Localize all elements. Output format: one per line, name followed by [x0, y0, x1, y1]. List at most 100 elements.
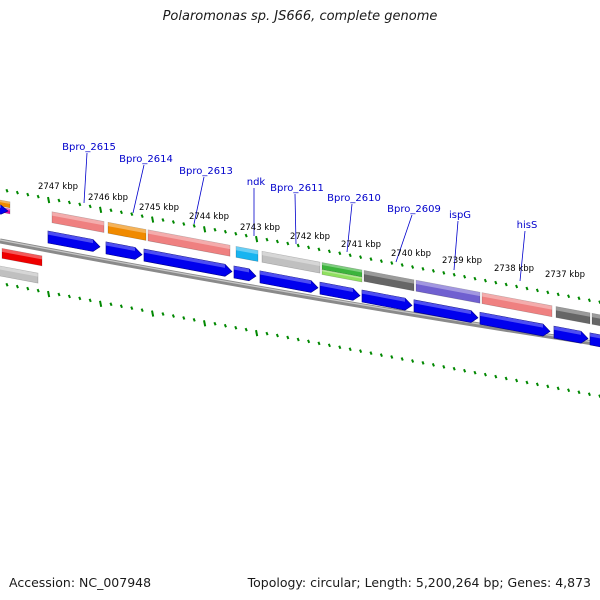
- minor-tick: [577, 296, 581, 301]
- feature-block-silver-shine: [262, 251, 320, 267]
- minor-tick: [494, 374, 498, 379]
- cds-arrow-shine: [590, 332, 600, 339]
- cds-arrow-shine: [480, 312, 543, 328]
- feature-block-orange-shine: [108, 222, 146, 234]
- gene-label: Bpro_2610: [327, 193, 381, 204]
- cds-arrow-shine: [106, 241, 135, 251]
- cds-arrow-shine: [414, 299, 471, 315]
- minor-tick: [119, 210, 123, 215]
- minor-tick: [57, 292, 61, 297]
- minor-tick: [411, 265, 415, 269]
- tick-label: 2738 kbp: [494, 264, 534, 274]
- minor-tick: [244, 327, 248, 332]
- minor-tick: [171, 314, 175, 318]
- minor-tick: [338, 345, 342, 350]
- feature-block-orange-edge-shine: [0, 199, 10, 204]
- gene-label: ispG: [449, 210, 471, 221]
- minor-tick: [525, 380, 529, 385]
- major-tick: [255, 329, 259, 337]
- minor-tick: [192, 318, 196, 322]
- minor-tick: [5, 188, 9, 193]
- gene-leader-line: [346, 203, 353, 253]
- cds-arrow-shine: [234, 265, 249, 273]
- minor-tick: [348, 347, 352, 352]
- cds-arrow-shine: [554, 326, 581, 335]
- feature-block-lime-shine: [322, 269, 362, 279]
- minor-tick: [296, 243, 300, 248]
- minor-tick: [275, 239, 279, 244]
- minor-tick: [390, 261, 394, 265]
- cds-arrow-shine: [362, 290, 405, 302]
- minor-tick: [307, 245, 311, 250]
- feature-block-orange-edge: [0, 199, 11, 209]
- cds-arrow-body: [143, 248, 233, 277]
- cds-arrow-shine: [260, 270, 311, 285]
- gene-leader-line: [453, 220, 459, 271]
- minor-tick: [535, 382, 539, 387]
- gene-label: ndk: [247, 177, 266, 188]
- minor-tick: [411, 359, 415, 363]
- cds-arrow: [233, 265, 257, 282]
- minor-tick: [348, 253, 352, 258]
- minor-tick: [463, 368, 467, 373]
- feature-block-purple-body: [415, 279, 481, 304]
- minor-tick: [223, 229, 227, 234]
- minor-tick: [265, 331, 269, 336]
- feature-block-purple: [415, 279, 481, 304]
- feature-block-red-edge: [1, 248, 43, 267]
- feature-block-pink: [147, 229, 231, 257]
- tick-label: 2746 kbp: [88, 193, 128, 203]
- accession-text: Accession: NC_007948: [9, 575, 152, 590]
- minor-tick: [88, 204, 92, 209]
- minor-tick: [234, 231, 238, 236]
- feature-block-lime: [321, 269, 363, 283]
- cds-track: [0, 204, 600, 348]
- feature-block-red-edge-body: [1, 248, 43, 267]
- cds-arrow-body: [259, 270, 319, 293]
- minor-tick: [567, 388, 571, 393]
- gene-label: Bpro_2614: [119, 154, 173, 165]
- cds-arrow-body: [479, 311, 551, 337]
- minor-tick: [296, 337, 300, 342]
- cds-arrow-body: [319, 281, 361, 301]
- minor-tick: [36, 194, 40, 199]
- cds-arrow: [259, 270, 319, 293]
- tick-label: 2741 kbp: [341, 240, 381, 250]
- minor-tick: [379, 353, 383, 357]
- gene-leader-line: [395, 214, 413, 263]
- minor-tick: [556, 292, 560, 297]
- cds-arrow-edge-body: [0, 204, 9, 215]
- feature-block-darkgray: [591, 312, 600, 327]
- minor-tick: [88, 298, 92, 303]
- tick-label: 2742 kbp: [290, 232, 330, 242]
- major-tick: [99, 206, 103, 213]
- minor-tick: [286, 241, 290, 246]
- feature-block-pink-body: [481, 292, 553, 318]
- minor-tick: [265, 237, 269, 242]
- minor-tick: [78, 296, 82, 301]
- feature-block-darkgray-body: [555, 306, 591, 325]
- cds-arrow-body: [553, 325, 589, 344]
- minor-tick: [587, 392, 591, 397]
- cds-arrow: [319, 281, 361, 301]
- gene-leader-line: [132, 164, 145, 214]
- minor-tick: [182, 222, 186, 226]
- tick-label: 2739 kbp: [442, 256, 482, 266]
- minor-tick: [327, 249, 331, 254]
- minor-tick: [556, 386, 560, 391]
- tick-label: 2745 kbp: [139, 203, 179, 213]
- feature-block-silver-edge-body: [0, 265, 39, 284]
- minor-tick: [515, 378, 519, 383]
- gene-label: Bpro_2611: [270, 183, 324, 194]
- minor-tick: [379, 259, 383, 263]
- minor-tick: [442, 270, 446, 275]
- cds-arrow-body: [233, 265, 257, 282]
- gene-label: Bpro_2615: [62, 142, 116, 153]
- minor-tick: [535, 288, 539, 293]
- feature-block-darkgray: [363, 270, 415, 292]
- feature-block-darkgray-shine: [364, 270, 414, 284]
- minor-tick: [182, 316, 186, 320]
- feature-block-pink: [481, 292, 553, 318]
- cds-arrow-body: [361, 289, 413, 311]
- minor-tick: [546, 290, 550, 295]
